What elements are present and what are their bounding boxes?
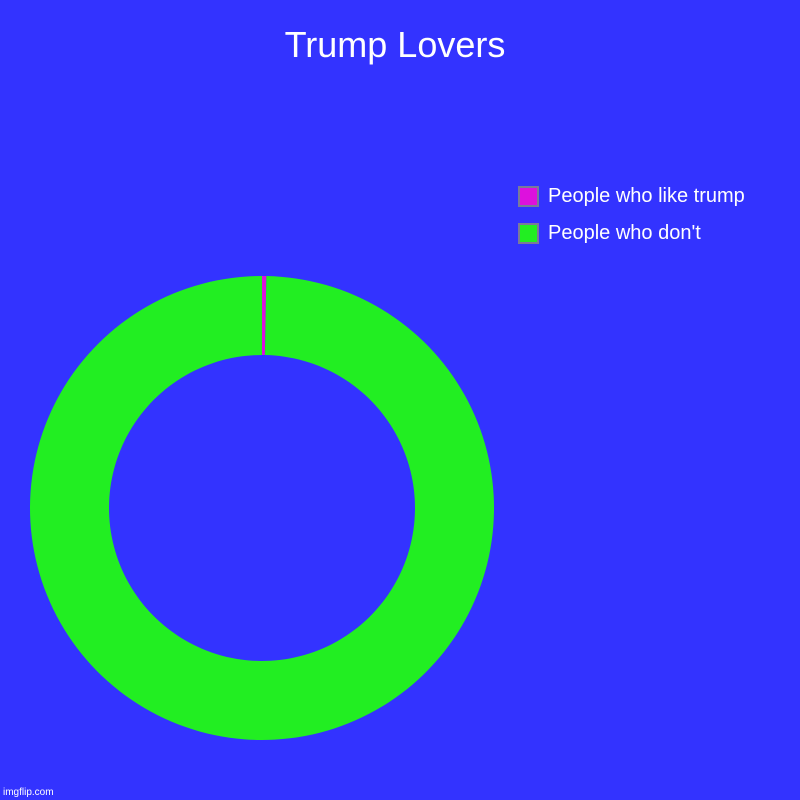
- watermark: imgflip.com: [3, 787, 54, 798]
- legend-label: People who don't: [548, 222, 701, 244]
- legend-item-like-trump: People who like trump: [518, 178, 745, 215]
- donut-slice-0: [262, 276, 267, 356]
- donut-slice-1: [29, 276, 494, 740]
- legend-swatch: [518, 186, 539, 207]
- legend-swatch: [518, 223, 539, 244]
- chart-legend: People who like trump People who don't: [518, 178, 745, 252]
- legend-label: People who like trump: [548, 185, 745, 207]
- legend-item-dont: People who don't: [518, 215, 745, 252]
- chart-title: Trump Lovers: [284, 24, 506, 65]
